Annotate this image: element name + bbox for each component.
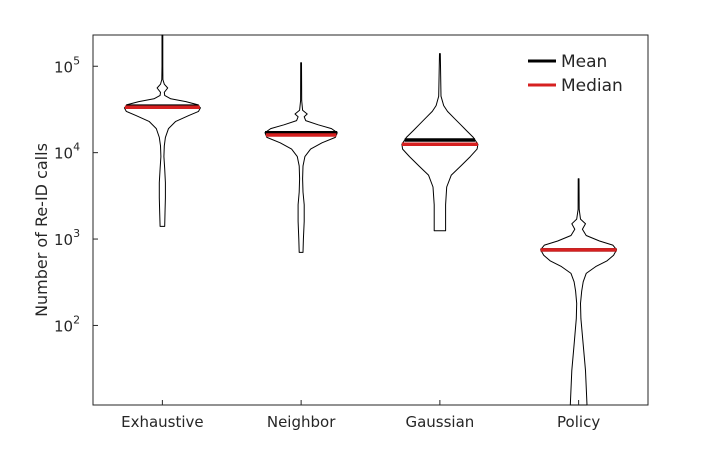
legend: Mean Median bbox=[528, 52, 623, 96]
y-tick-label: 102 bbox=[54, 313, 80, 335]
x-tick-label-gaussian: Gaussian bbox=[405, 413, 474, 431]
y-tick-label: 103 bbox=[54, 227, 80, 249]
violin-policy bbox=[540, 178, 618, 406]
violin-neighbor bbox=[264, 62, 338, 253]
y-tick-label: 105 bbox=[54, 54, 80, 76]
y-tick-label: 104 bbox=[54, 141, 80, 163]
y-axis-label: Number of Re-ID calls bbox=[32, 143, 51, 317]
x-tick-label-exhaustive: Exhaustive bbox=[121, 413, 204, 431]
x-tick-label-policy: Policy bbox=[557, 413, 600, 431]
plot-area bbox=[92, 34, 649, 406]
x-ticks-group: Exhaustive Neighbor Gaussian Policy bbox=[121, 400, 600, 431]
legend-label-mean: Mean bbox=[561, 52, 607, 72]
legend-label-median: Median bbox=[561, 76, 623, 96]
violins-group bbox=[123, 34, 618, 406]
violin-exhaustive bbox=[123, 34, 201, 227]
y-ticks-group: 102 103 104 105 bbox=[54, 54, 98, 335]
x-tick-label-neighbor: Neighbor bbox=[267, 413, 336, 431]
violin-gaussian bbox=[401, 53, 479, 232]
